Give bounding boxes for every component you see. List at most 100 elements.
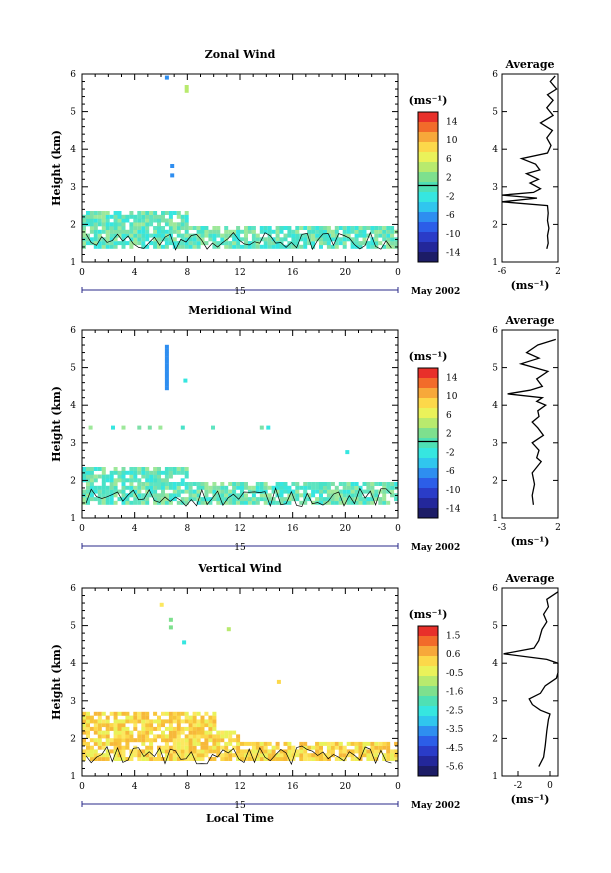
y-tick-label: 3 [70, 697, 76, 707]
heatmap-cell [161, 493, 165, 498]
heatmap-cell [149, 474, 154, 479]
heatmap-cell [326, 489, 331, 494]
average-frame [501, 329, 559, 519]
heatmap-cell [212, 233, 217, 238]
heatmap-cell [86, 741, 90, 746]
heatmap-cell [366, 489, 371, 494]
x-tick-label: 12 [234, 524, 245, 534]
heatmap-cell [263, 229, 268, 234]
heatmap-cell [350, 229, 355, 234]
heatmap-cell [196, 233, 201, 238]
heatmap-cell [315, 741, 320, 746]
heatmap-cell [168, 470, 173, 475]
heatmap-cell [319, 485, 323, 490]
heatmap-cell [350, 757, 355, 761]
y-tick-label: 5 [70, 364, 76, 374]
heatmap-cell [105, 753, 110, 758]
heatmap-cell [283, 489, 288, 494]
heatmap-cell [224, 730, 229, 735]
heatmap-cell [93, 467, 98, 471]
heatmap-cell [89, 482, 94, 486]
heatmap-cell [89, 485, 94, 490]
heatmap-cell [161, 711, 165, 716]
heatmap-cell [263, 500, 268, 505]
heatmap-cell [350, 485, 355, 490]
heatmap-cell [247, 500, 252, 505]
heatmap-cell [93, 474, 98, 479]
heatmap-cell [97, 711, 102, 716]
colorbar-segment [418, 686, 438, 697]
heatmap-cell [311, 757, 316, 761]
colorbar-segment [418, 222, 438, 233]
heatmap-cell [370, 244, 375, 249]
heatmap-cell [86, 211, 90, 215]
heatmap-cell [105, 497, 110, 502]
heatmap-cell [390, 482, 395, 486]
heatmap-cell [161, 757, 165, 761]
heatmap-cell [287, 741, 292, 746]
heatmap-cell [172, 730, 177, 735]
heatmap-cell [145, 229, 150, 234]
heatmap-cell [164, 222, 169, 227]
heatmap-cell [366, 753, 371, 758]
heatmap-cell [125, 711, 130, 716]
heatmap-cell [180, 244, 185, 249]
heatmap-cell [117, 741, 122, 746]
heatmap-cell [145, 482, 150, 486]
avg-y-tick-label: 6 [492, 70, 498, 80]
heatmap-cell [101, 470, 106, 475]
colorbar-tick-label: 10 [446, 392, 458, 402]
average-x-label: (ms⁻¹) [511, 793, 550, 806]
heatmap-cell [295, 241, 300, 246]
heatmap-cell [362, 749, 367, 754]
heatmap-cell [236, 749, 241, 754]
heatmap-cell [283, 233, 288, 238]
heatmap-cell [326, 745, 331, 750]
heatmap-cell [236, 485, 241, 490]
heatmap-cell [208, 489, 213, 494]
heatmap-cell [129, 485, 134, 490]
heatmap-cell [303, 482, 308, 486]
heatmap-cell [113, 711, 118, 716]
heatmap-cell [287, 241, 292, 246]
heatmap-cell [105, 493, 110, 498]
heatmap-cell [267, 757, 272, 761]
heatmap-cell [101, 218, 106, 223]
heatmap-cell [164, 386, 169, 391]
avg-x-tick-label: -6 [498, 267, 507, 277]
heatmap-cell [220, 493, 225, 498]
heatmap-cell [370, 745, 375, 750]
heatmap-cell [129, 214, 134, 219]
heatmap-cell [82, 497, 86, 502]
colorbar-tick-label: -0.5 [446, 669, 464, 679]
heatmap-cell [109, 233, 114, 238]
heatmap-cell [168, 493, 173, 498]
heatmap-cell [240, 497, 244, 502]
heatmap-cell [184, 218, 189, 223]
colorbar-segment [418, 676, 438, 687]
heatmap-cell [267, 500, 272, 505]
colorbar-tick-label: -5.6 [446, 763, 464, 773]
heatmap-cell [224, 497, 229, 502]
heatmap-cell [133, 478, 138, 483]
heatmap-cell [82, 741, 86, 746]
colorbar-segment [418, 458, 438, 469]
heatmap-cell [133, 715, 138, 720]
heatmap-cell [382, 244, 387, 249]
heatmap-cell [315, 233, 320, 238]
heatmap-cell [275, 745, 280, 750]
heatmap-cell [208, 757, 213, 761]
heatmap-cell [323, 485, 327, 490]
heatmap-cell [354, 482, 359, 486]
heatmap-cell [113, 233, 118, 238]
heatmap-cell [200, 719, 205, 724]
heatmap-cell [121, 244, 126, 249]
x-tick-label: 12 [234, 268, 245, 278]
heatmap-cell [149, 745, 154, 750]
heatmap-cell [93, 478, 98, 483]
contour-line [85, 745, 392, 766]
colorbar-segment [418, 448, 438, 459]
heatmap-cell [89, 222, 94, 227]
heatmap-cell [101, 244, 106, 249]
panel-title: Zonal Wind [205, 48, 276, 61]
